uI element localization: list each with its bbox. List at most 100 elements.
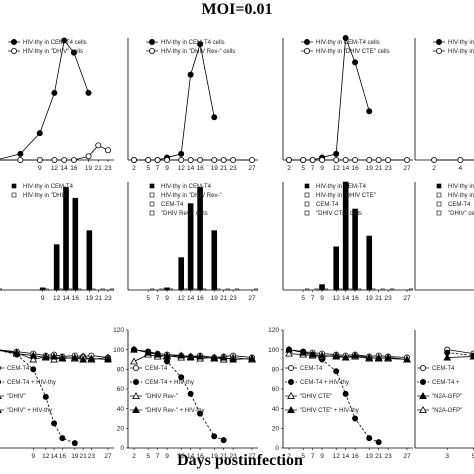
bar-s0-1: [333, 246, 340, 291]
bar-s0-4: [86, 230, 93, 291]
figure-title: MOI=0.01: [202, 1, 273, 18]
bar-s1-7: [225, 288, 230, 291]
x-tick-label: 12: [333, 453, 341, 460]
legend-label: HIV-thy in "DHIV" cells: [23, 49, 83, 55]
legend-label: "N2A-GFP": [432, 408, 462, 414]
legend-item-1: CEM-T4 +: [417, 378, 460, 386]
legend-item-0: HIV-thy in CEM-T4: [304, 183, 367, 190]
x-tick-label: 12: [178, 165, 186, 172]
point-s0-2: [36, 130, 43, 137]
x-tick-label: 9: [320, 165, 324, 172]
point-s0-4: [178, 150, 185, 157]
point-s3-8: [219, 353, 228, 361]
point-s1-8: [375, 439, 382, 446]
legend-item-1: CEM-T4 + HIV-thy: [285, 378, 349, 386]
point-s3-2: [29, 351, 38, 359]
x-tick-label: 14: [62, 295, 70, 302]
point-s3-5: [341, 353, 350, 361]
legend-label: CEM-T4: [316, 202, 339, 208]
legend-item-1: HIV-thy in "N: [436, 192, 474, 199]
x-tick-label: 2: [132, 165, 136, 172]
point-s1-5: [187, 156, 194, 163]
point-s1-6: [197, 156, 204, 163]
point-s3-8: [374, 354, 383, 362]
point-s1-6: [352, 156, 359, 163]
legend-marker: [435, 39, 442, 46]
legend-item-1: HIV-thy in "DHIV Rev-" cells: [146, 48, 235, 55]
x-tick-label: 16: [196, 165, 204, 172]
legend-item-3: "DHIV" + HIV-thy: [0, 408, 52, 414]
bar-s1-2: [58, 288, 63, 291]
y-tick-label: 100: [268, 347, 279, 354]
legend-swatch: [304, 183, 310, 189]
bar-s1-3: [338, 288, 343, 291]
x-tick-label: 14: [342, 453, 350, 460]
legend-marker: [303, 48, 310, 55]
point-s1-1: [17, 156, 24, 163]
y-tick-label: 60: [272, 386, 280, 393]
legend-item-3: "DHIV CTE" cells: [304, 210, 362, 217]
legend-item-2: CEM-T4: [304, 201, 339, 208]
legend-label: HIV-thy in "DHIV CTE" cells: [316, 49, 390, 55]
bar-s1-4: [77, 288, 82, 291]
bar-s0-1: [53, 244, 60, 291]
legend-marker: [419, 391, 427, 399]
x-tick-label: 9: [165, 165, 169, 172]
x-tick-label: 16: [351, 453, 359, 460]
point-s1-10: [248, 156, 255, 163]
bar-s1-3: [67, 288, 73, 291]
x-tick-label: 27: [248, 453, 256, 460]
point-s1-6: [197, 410, 204, 417]
bar-s0-1: [178, 257, 184, 291]
legend-item-0: CEM-T4: [285, 364, 323, 372]
point-s2-0: [285, 349, 293, 357]
y-tick-label: 80: [272, 367, 280, 374]
series-line-1: [447, 352, 474, 357]
legend-marker: [287, 378, 294, 385]
legend-item-2: "N2A-GFP": [417, 391, 462, 400]
x-tick-label: 23: [385, 295, 393, 302]
x-tick-label: 27: [248, 165, 256, 172]
legend-swatch: [304, 201, 310, 207]
x-tick-label: 5: [301, 165, 305, 172]
legend-marker: [148, 48, 155, 55]
point-s1-5: [342, 156, 349, 163]
x-tick-label: 2: [132, 453, 136, 460]
bar-s1-4: [347, 288, 352, 291]
series-line-0: [0, 349, 109, 358]
legend-label: CEM-T4: [448, 202, 471, 208]
panel-r1-c2: 5 7 9 12 14 16 19 21 23 27 HIV-thy in CEM-T4 HIV-th…: [282, 181, 414, 302]
legend-label: "DHIV CTE": [300, 394, 332, 400]
legend-swatch: [304, 192, 310, 198]
x-tick-label: 27: [104, 453, 112, 460]
x-tick-label: 19: [366, 165, 374, 172]
point-s3-7: [79, 355, 87, 363]
legend-item-1: HIV-thy in "DHIV CTE": [304, 192, 376, 199]
y-tick-label: 0: [120, 445, 124, 452]
point-s1-7: [211, 433, 218, 440]
point-s3-5: [186, 353, 195, 361]
legend-label: HIV-thy in "DHIV CTE": [316, 193, 376, 199]
legend-item-1: CEM-T4 + HIV-thy: [0, 379, 56, 386]
point-s3-1: [299, 348, 308, 356]
point-s1-5: [342, 390, 349, 397]
panel-r2-c0: 9 12 14 16 19 21 23 27 CEM-T4 CEM-T4 + HIV-thy "DH…: [0, 348, 114, 460]
point-s0-4: [333, 150, 340, 157]
point-s3-4: [50, 352, 58, 360]
legend-label: CEM-T4 + HIV-thy: [300, 380, 349, 386]
legend-label: HIV-thy in CEM-T4: [316, 184, 367, 190]
x-tick-label: 21: [79, 453, 87, 460]
legend-item-0: HIV-thy in CEM-T4: [11, 183, 74, 190]
x-tick-label: 21: [375, 165, 383, 172]
bar-s0-4: [366, 235, 373, 291]
y-tick-label: 0: [275, 445, 279, 452]
x-tick-label: 2: [287, 165, 291, 172]
legend-marker: [419, 378, 426, 385]
legend-swatch: [436, 183, 442, 189]
point-s1-7: [366, 435, 373, 442]
point-s0-6: [352, 59, 359, 66]
point-s1-8: [105, 147, 112, 154]
x-tick-label: 16: [70, 165, 78, 172]
x-tick-label: 9: [41, 295, 45, 302]
series-line-0: [447, 349, 474, 355]
